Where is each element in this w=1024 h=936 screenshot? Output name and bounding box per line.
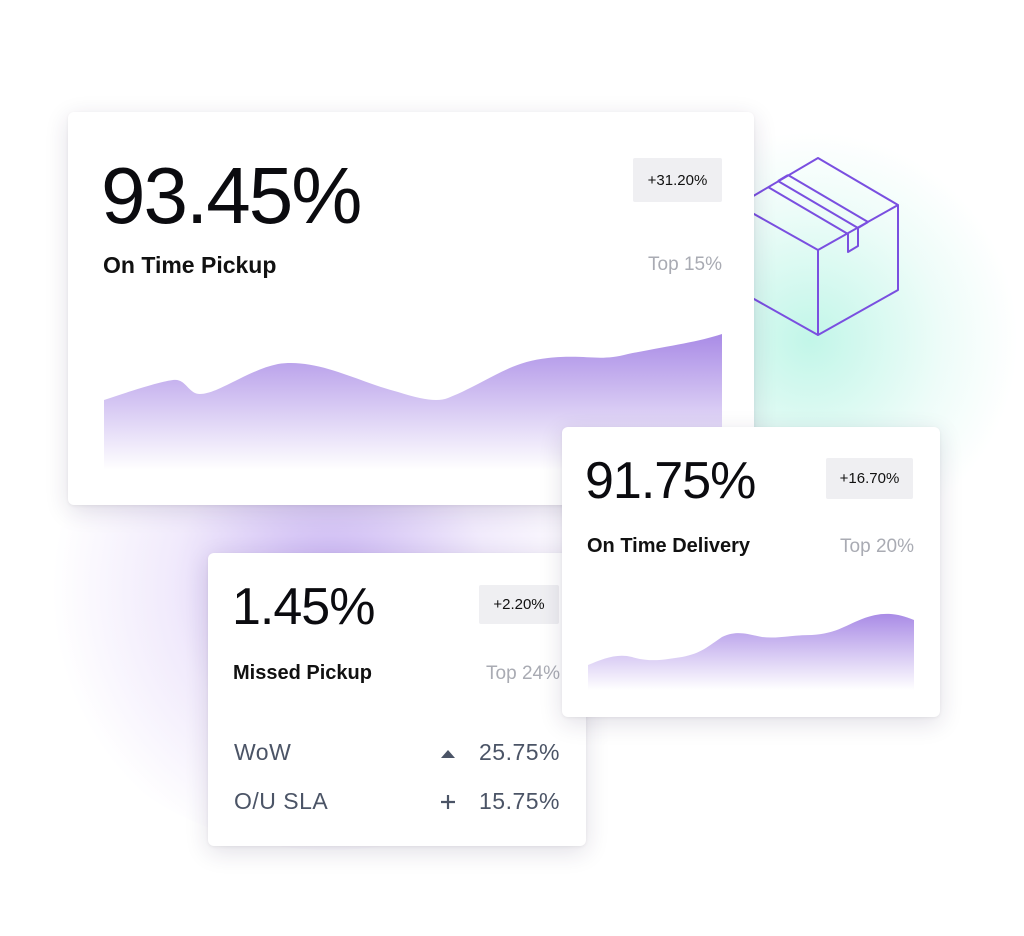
kpi-card: 91.75% On Time Delivery +16.70% Top 20% (562, 427, 940, 717)
change-badge: +16.70% (826, 458, 913, 499)
row-label: WoW (234, 739, 292, 765)
kpi-value: 91.75% (585, 452, 756, 510)
plus-icon (441, 795, 455, 809)
kpi-value: 1.45% (232, 578, 375, 636)
change-badge: +31.20% (633, 158, 722, 202)
kpi-label: Missed Pickup (233, 662, 372, 684)
kpi-value: 93.45% (101, 151, 362, 240)
rank: Top 15% (648, 254, 722, 275)
change-badge: +2.20% (479, 585, 559, 624)
up-icon (441, 750, 455, 758)
kpi-label: On Time Pickup (103, 252, 277, 278)
rank: Top 24% (486, 663, 560, 684)
row-value: 15.75% (478, 788, 560, 814)
rank: Top 20% (840, 536, 914, 557)
kpi-label: On Time Delivery (587, 535, 751, 557)
kpi-card: 1.45% Missed Pickup +2.20% Top 24% WoW 2… (208, 553, 586, 846)
row-value: 25.75% (478, 739, 560, 765)
row-label: O/U SLA (234, 788, 329, 814)
area-chart (588, 613, 914, 690)
